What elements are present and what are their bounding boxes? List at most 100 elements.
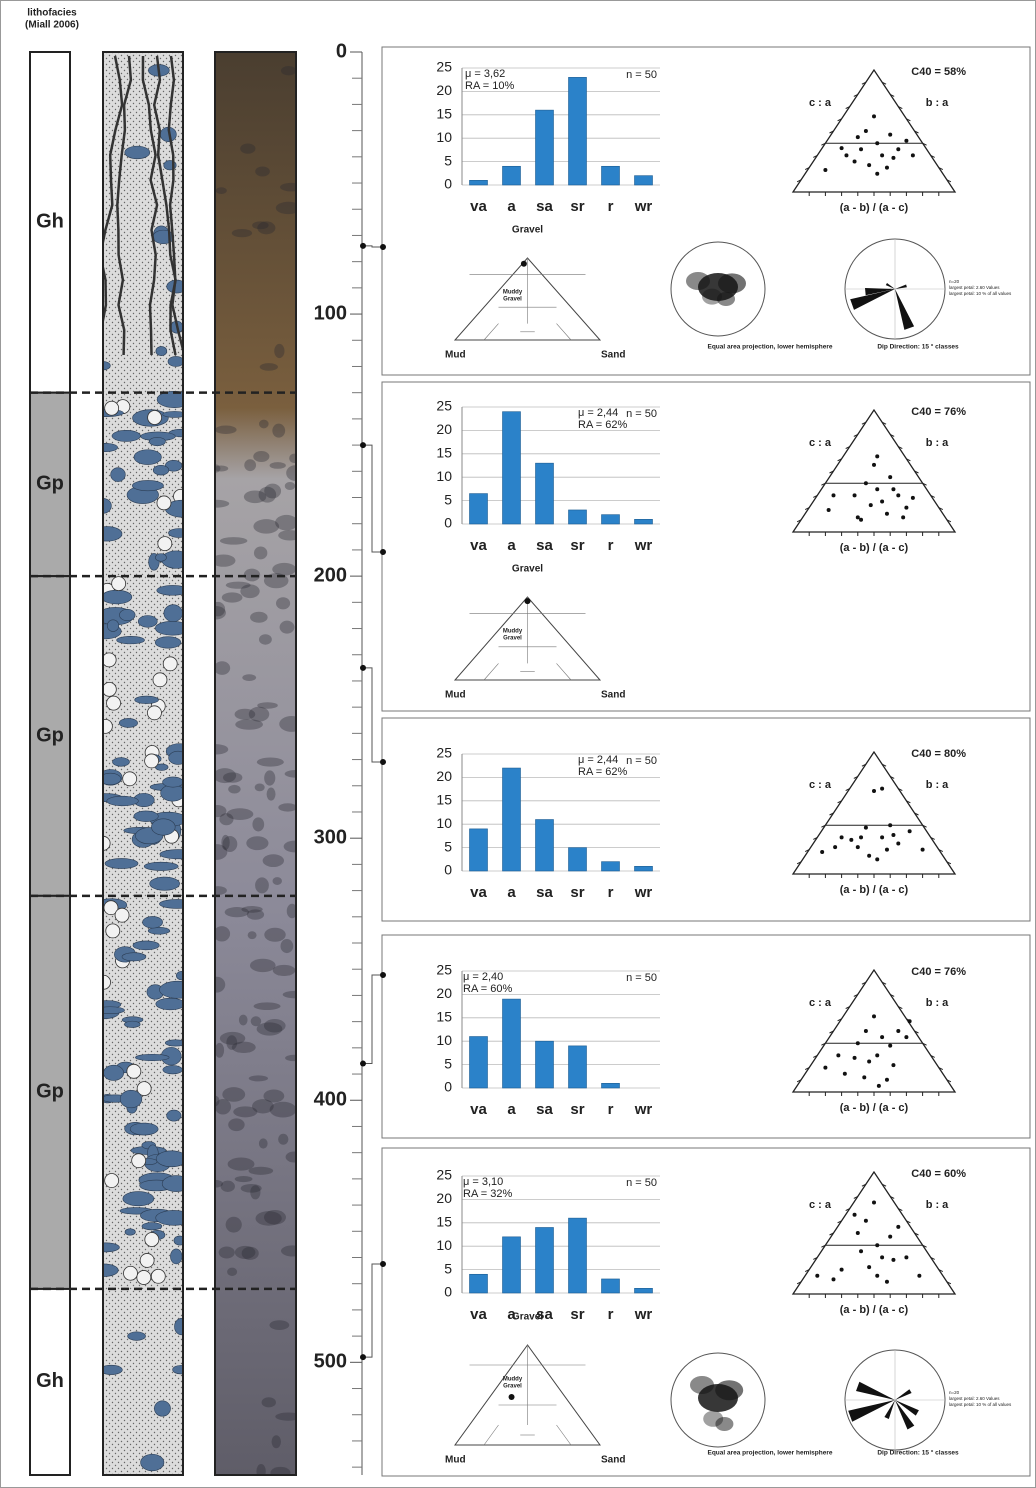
rock [260,363,278,371]
photo-column [202,52,308,1479]
shape-point [904,1255,908,1259]
rock [209,886,227,895]
shape-point [875,1053,879,1057]
rock [284,841,306,853]
bar [470,829,488,871]
clast [135,696,159,703]
rock [276,597,290,609]
bar [536,110,554,185]
shape-point [875,172,879,176]
shape-point [875,1274,879,1278]
y-tick-label: 10 [436,129,452,145]
ternary-label: b : a [926,97,949,109]
rock [244,459,256,471]
shape-point [840,835,844,839]
bar [569,77,587,185]
clast-outline [140,1253,154,1267]
y-tick-label: 25 [436,59,452,75]
x-tick-label: sr [570,198,584,215]
anchor-dot [380,549,386,555]
y-tick-label: 20 [436,768,452,784]
annotation: n = 50 [626,972,657,984]
clast [111,468,126,482]
ternary-label: c : a [809,997,832,1009]
field-line [557,324,572,340]
density-blob [715,1380,743,1400]
x-tick-label: wr [634,198,653,215]
rock [278,1134,288,1145]
shape-point [904,1035,908,1039]
y-tick-label: 25 [436,398,452,414]
ternary-label: c : a [809,437,832,449]
clast-outline [137,1270,151,1284]
rock [257,1022,283,1035]
ternary [793,70,955,192]
shape-point [891,1258,895,1262]
ternary-label: (a - b) / (a - c) [840,542,909,554]
rock [235,719,263,729]
y-tick-label: 5 [444,152,452,168]
ternary-label: (a - b) / (a - c) [840,884,909,896]
x-tick-label: sr [570,1101,584,1118]
bar [503,412,521,524]
rock [253,451,269,462]
x-tick-label: a [507,884,516,901]
bar [569,848,587,871]
rock [253,519,279,533]
ternary-label: (a - b) / (a - c) [840,1102,909,1114]
rock [278,803,297,811]
clast [133,941,159,950]
clast [135,1054,169,1060]
bar [602,1279,620,1293]
y-tick-label: 20 [436,421,452,437]
bar [602,1083,620,1088]
sediment-label: Sand [601,690,625,701]
clast [125,146,150,159]
facies-label: Gh [36,1370,64,1392]
bar [536,1041,554,1088]
shape-point [880,1255,884,1259]
field-line [484,663,499,680]
clast [102,590,132,604]
depth-label: 0 [336,40,347,62]
y-tick-label: 20 [436,1190,452,1206]
rock [222,592,243,602]
y-tick-label: 10 [436,468,452,484]
shape-point [880,787,884,791]
clast [168,356,184,366]
y-tick-label: 15 [436,1009,452,1025]
clast [120,1090,142,1108]
rock [228,785,240,794]
rock [280,183,302,192]
density-blob [686,272,710,290]
x-tick-label: va [470,1101,487,1118]
clast [107,796,139,806]
rock [285,1055,303,1061]
anchor-dot [380,244,386,250]
shape-point [888,475,892,479]
clast [173,1365,189,1374]
sediment-label: Mud [445,690,466,701]
y-tick-label: 5 [444,1055,452,1071]
shape-point [875,1243,879,1247]
bar [536,1227,554,1293]
shape-point [877,1084,881,1088]
y-tick-label: 15 [436,106,452,122]
c40-label: C40 = 58% [911,66,966,78]
rock [259,420,269,429]
rose-note: largest petal: 2.60 Values [949,285,1000,290]
y-tick-label: 25 [436,962,452,978]
rock [264,928,285,942]
shape-point [864,1029,868,1033]
y-tick-label: 20 [436,985,452,1001]
clast [144,862,178,870]
clast [175,1318,189,1335]
shape-point [867,1265,871,1269]
x-tick-label: r [608,537,614,554]
depth-label: 200 [314,564,347,586]
shape-point [853,160,857,164]
shape-point [823,1066,827,1070]
x-tick-label: r [608,198,614,215]
y-tick-label: 0 [444,176,452,192]
clast-outline [123,1266,137,1280]
